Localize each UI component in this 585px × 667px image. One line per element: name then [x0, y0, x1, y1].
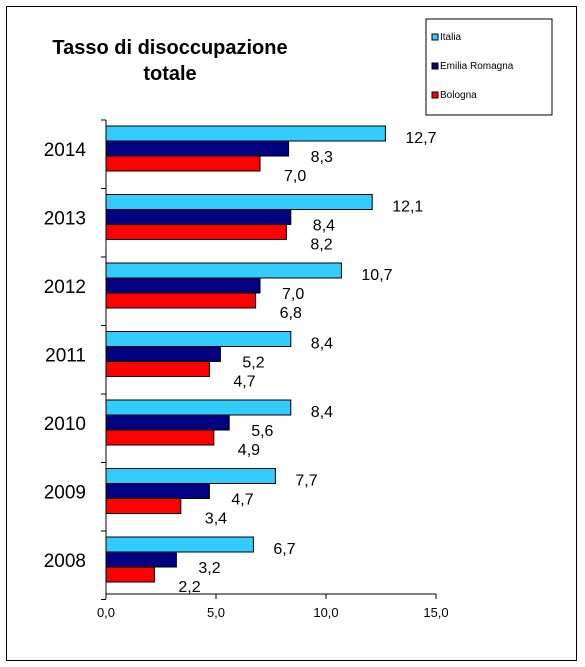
bar-bologna — [105, 498, 182, 514]
data-label: 8,2 — [310, 237, 332, 254]
category-label: 2008 — [44, 551, 86, 572]
data-label: 10,7 — [361, 267, 392, 284]
bar-italia — [105, 262, 342, 279]
data-label: 12,7 — [405, 130, 436, 147]
bar-bologna — [105, 361, 210, 377]
legend: Italia Emilia Romagna Bologna — [425, 18, 553, 116]
data-label: 8,4 — [311, 404, 333, 421]
bar-bologna — [105, 292, 257, 309]
bar-emilia-romagna — [105, 414, 230, 431]
data-label: 3,4 — [205, 511, 227, 528]
data-label: 6,7 — [273, 541, 295, 558]
bar-emilia-romagna — [105, 140, 290, 157]
data-label: 5,6 — [251, 423, 273, 440]
category-label: 2012 — [44, 277, 86, 298]
legend-label: Emilia Romagna — [440, 61, 514, 72]
bar-italia — [105, 331, 292, 347]
bar-emilia-romagna — [105, 277, 261, 294]
bar-bologna — [105, 429, 215, 446]
bar-emilia-romagna — [105, 209, 292, 225]
bar-bologna — [105, 566, 155, 583]
legend-label: Italia — [440, 32, 462, 43]
legend-swatch — [431, 91, 439, 99]
category-label: 2010 — [44, 414, 86, 435]
data-label: 7,0 — [282, 286, 304, 303]
data-label: 4,9 — [238, 442, 260, 459]
category-label: 2011 — [45, 346, 86, 367]
bar-emilia-romagna — [105, 346, 221, 362]
bar-italia — [105, 125, 386, 142]
category-label: 2014 — [44, 140, 87, 161]
bar-italia — [105, 194, 373, 210]
bar-emilia-romagna — [105, 551, 177, 568]
data-label: 3,2 — [198, 560, 220, 577]
data-label: 4,7 — [233, 374, 255, 391]
data-label: 6,8 — [280, 305, 302, 322]
legend-swatch — [431, 33, 439, 41]
data-label: 8,4 — [313, 218, 335, 235]
x-tick-label: 0,0 — [97, 605, 115, 620]
bar-italia — [105, 468, 276, 484]
data-label: 2,2 — [178, 579, 200, 596]
x-tick-label: 15,0 — [423, 605, 448, 620]
data-label: 12,1 — [392, 199, 423, 216]
legend-label: Bologna — [440, 90, 477, 101]
bar-italia — [105, 399, 292, 416]
bar-italia — [105, 536, 254, 553]
category-label: 2013 — [44, 209, 86, 230]
chart-title-line-2: totale — [143, 63, 196, 85]
category-label: 2009 — [44, 483, 86, 504]
legend-swatch — [431, 62, 439, 70]
data-label: 5,2 — [242, 355, 264, 372]
x-tick-label: 5,0 — [207, 605, 225, 620]
chart-title: Tasso di disoccupazione totale — [52, 37, 287, 85]
data-label: 4,7 — [231, 492, 253, 509]
data-label: 8,3 — [311, 149, 333, 166]
bar-bologna — [105, 224, 287, 240]
legend-box — [425, 18, 553, 116]
data-label: 7,7 — [295, 473, 317, 490]
x-tick-label: 10,0 — [313, 605, 338, 620]
data-label: 8,4 — [311, 336, 333, 353]
data-label: 7,0 — [284, 168, 306, 185]
bar-emilia-romagna — [105, 483, 210, 499]
bar-bologna — [105, 155, 261, 172]
chart-title-line-1: Tasso di disoccupazione — [52, 37, 287, 59]
